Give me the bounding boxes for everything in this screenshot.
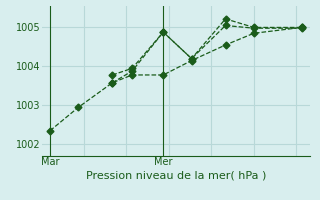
X-axis label: Pression niveau de la mer( hPa ): Pression niveau de la mer( hPa ) bbox=[86, 170, 266, 180]
